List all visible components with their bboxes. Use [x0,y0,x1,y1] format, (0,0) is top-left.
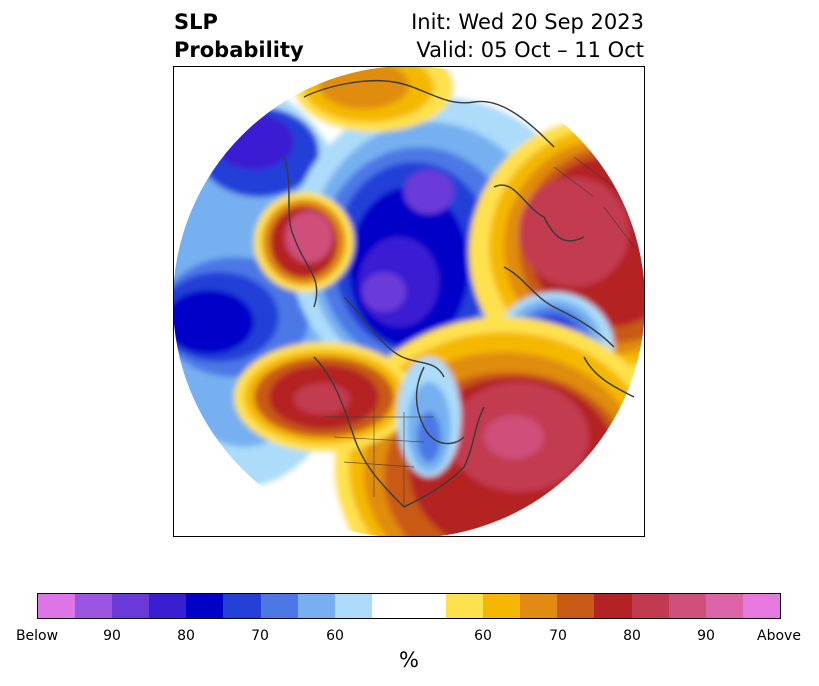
valid-range: Valid: 05 Oct – 11 Oct [416,38,644,62]
colorbar-tick-label: 70 [251,628,269,644]
colorbar [37,593,781,619]
map-panel [173,66,645,537]
colorbar-tick-label: 60 [474,628,492,644]
colorbar-swatch [186,594,224,618]
colorbar-swatch [38,594,76,618]
colorbar-swatch [631,594,669,618]
colorbar-swatch [446,594,484,618]
colorbar-swatch [297,594,335,618]
colorbar-swatch [112,594,150,618]
colorbar-swatch [334,594,372,618]
colorbar-swatch [742,594,780,618]
colorbar-swatch [557,594,595,618]
colorbar-tick-label: 90 [103,628,121,644]
colorbar-swatch-neutral [371,594,447,618]
colorbar-tick-label: 80 [177,628,195,644]
coastlines [283,79,635,508]
borders [324,156,635,507]
colorbar-swatch [260,594,298,618]
colorbar-swatch [223,594,261,618]
southwest-above-region [234,342,414,452]
colorbar-swatch [149,594,187,618]
date-info: Init: Wed 20 Sep 2023 Valid: 05 Oct – 11… [411,8,644,64]
colorbar-tick-label: 90 [697,628,715,644]
colorbar-swatch [75,594,113,618]
colorbar-swatch [668,594,706,618]
title-line-2: Probability [174,38,304,62]
map-title: SLP Probability [174,8,304,64]
title-line-1: SLP [174,10,218,34]
colorbar-tick-label: 70 [549,628,567,644]
northwest-above-region [254,192,354,292]
colorbar-swatch [520,594,558,618]
polar-map [174,67,644,536]
colorbar-tick-label: 60 [326,628,344,644]
init-date: Init: Wed 20 Sep 2023 [411,10,644,34]
colorbar-unit-label: % [399,648,419,672]
colorbar-swatch [483,594,521,618]
colorbar-tick-label: Above [757,628,801,644]
colorbar-swatch [594,594,632,618]
colorbar-swatch [705,594,743,618]
colorbar-tick-label: 80 [623,628,641,644]
colorbar-tick-label: Below [15,628,59,644]
